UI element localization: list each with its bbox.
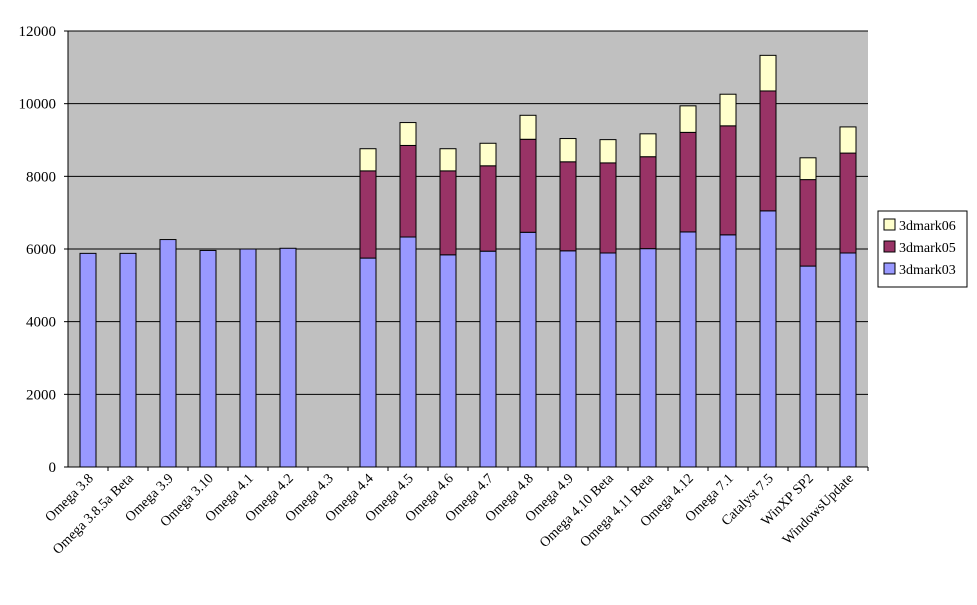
bar-3dmark06 [559, 138, 577, 163]
bar-3dmark03 [759, 210, 777, 468]
bar-3dmark03 [719, 234, 737, 468]
bar-3dmark03 [639, 248, 657, 468]
y-tick-label: 8000 [26, 169, 56, 185]
bar-3dmark06 [439, 148, 457, 172]
bar-3dmark06 [399, 122, 417, 146]
bar-3dmark06 [599, 139, 617, 164]
bar-3dmark05 [519, 138, 537, 233]
bar-3dmark05 [559, 161, 577, 252]
bar-3dmark05 [639, 156, 657, 250]
bar-3dmark06 [679, 105, 697, 133]
bar-3dmark03 [199, 249, 217, 468]
y-tick-label: 2000 [26, 387, 56, 403]
bar-3dmark03 [159, 239, 177, 468]
bar-3dmark05 [599, 162, 617, 254]
bar-3dmark03 [559, 250, 577, 468]
bar-3dmark05 [359, 170, 377, 259]
bar-3dmark06 [719, 93, 737, 127]
bar-3dmark06 [759, 54, 777, 92]
bar-3dmark03 [679, 231, 697, 468]
bar-3dmark05 [719, 125, 737, 236]
y-tick-labels: 0 2000 4000 6000 8000 10000 12000 [19, 24, 57, 476]
y-tick-label: 0 [49, 460, 57, 476]
bar-3dmark06 [359, 148, 377, 172]
bar-3dmark03 [399, 236, 417, 468]
bar-3dmark03 [479, 250, 497, 468]
bar-3dmark03 [799, 265, 817, 468]
y-tick-label: 12000 [19, 24, 57, 40]
bar-3dmark03 [79, 252, 97, 468]
bar-3dmark03 [119, 252, 137, 468]
legend-swatch-3dmark03 [883, 262, 896, 275]
legend-swatch-3dmark06 [883, 218, 896, 231]
bar-3dmark06 [479, 142, 497, 167]
legend-label: 3dmark05 [899, 241, 956, 256]
x-tick-label: Omega 4.11 Beta [578, 471, 658, 551]
bar-3dmark03 [239, 248, 257, 468]
bar-3dmark03 [359, 257, 377, 468]
bar-3dmark03 [519, 231, 537, 468]
bar-3dmark06 [639, 133, 657, 158]
y-tick-label: 10000 [19, 97, 57, 113]
bar-3dmark03 [599, 252, 617, 468]
bar-3dmark03 [439, 254, 457, 468]
bar-3dmark03 [279, 247, 297, 468]
y-tick-label: 6000 [26, 242, 56, 258]
bar-3dmark05 [839, 152, 857, 254]
bar-3dmark05 [759, 90, 777, 212]
bar-3dmark05 [479, 165, 497, 252]
legend-swatch-3dmark05 [883, 240, 896, 253]
bar-3dmark06 [519, 114, 537, 140]
legend: 3dmark06 3dmark05 3dmark03 [877, 210, 968, 288]
y-tick-label: 4000 [26, 315, 56, 331]
bar-3dmark06 [799, 157, 817, 181]
legend-label: 3dmark06 [899, 219, 956, 234]
x-tick-label: WindowsUpdate [780, 471, 857, 548]
bar-3dmark03 [839, 252, 857, 468]
bar-3dmark05 [399, 144, 417, 238]
bar-3dmark05 [799, 179, 817, 267]
bar-3dmark05 [679, 131, 697, 233]
bar-3dmark05 [439, 170, 457, 256]
legend-label: 3dmark03 [899, 263, 956, 278]
bar-3dmark06 [839, 126, 857, 154]
